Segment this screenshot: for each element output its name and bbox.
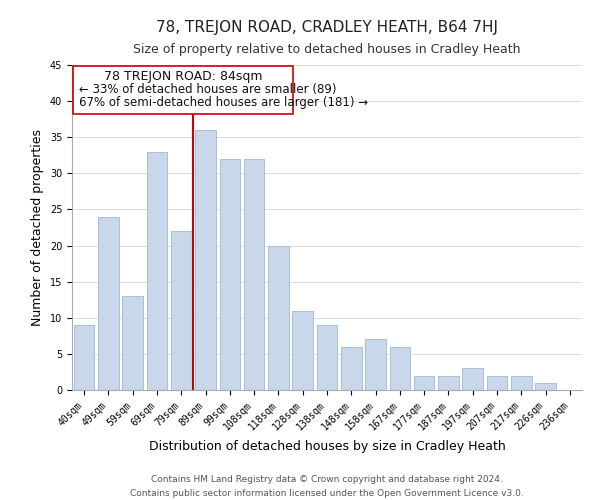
Bar bbox=[171, 231, 191, 390]
Bar bbox=[98, 216, 119, 390]
Bar bbox=[122, 296, 143, 390]
Y-axis label: Number of detached properties: Number of detached properties bbox=[31, 129, 44, 326]
Bar bbox=[463, 368, 483, 390]
Bar bbox=[487, 376, 508, 390]
Text: ← 33% of detached houses are smaller (89): ← 33% of detached houses are smaller (89… bbox=[79, 83, 337, 96]
Bar bbox=[244, 159, 265, 390]
Bar bbox=[317, 325, 337, 390]
Bar bbox=[365, 340, 386, 390]
Bar bbox=[389, 346, 410, 390]
Bar bbox=[195, 130, 216, 390]
Bar bbox=[292, 310, 313, 390]
Bar bbox=[414, 376, 434, 390]
Bar bbox=[535, 383, 556, 390]
Text: 78 TREJON ROAD: 84sqm: 78 TREJON ROAD: 84sqm bbox=[104, 70, 262, 83]
X-axis label: Distribution of detached houses by size in Cradley Heath: Distribution of detached houses by size … bbox=[149, 440, 505, 453]
Bar bbox=[268, 246, 289, 390]
Bar bbox=[74, 325, 94, 390]
FancyBboxPatch shape bbox=[73, 66, 293, 114]
Text: 67% of semi-detached houses are larger (181) →: 67% of semi-detached houses are larger (… bbox=[79, 96, 368, 109]
Bar bbox=[220, 159, 240, 390]
Bar bbox=[341, 346, 362, 390]
Text: 78, TREJON ROAD, CRADLEY HEATH, B64 7HJ: 78, TREJON ROAD, CRADLEY HEATH, B64 7HJ bbox=[156, 20, 498, 35]
Text: Size of property relative to detached houses in Cradley Heath: Size of property relative to detached ho… bbox=[133, 42, 521, 56]
Bar bbox=[146, 152, 167, 390]
Bar bbox=[438, 376, 459, 390]
Bar bbox=[511, 376, 532, 390]
Text: Contains HM Land Registry data © Crown copyright and database right 2024.
Contai: Contains HM Land Registry data © Crown c… bbox=[130, 476, 524, 498]
